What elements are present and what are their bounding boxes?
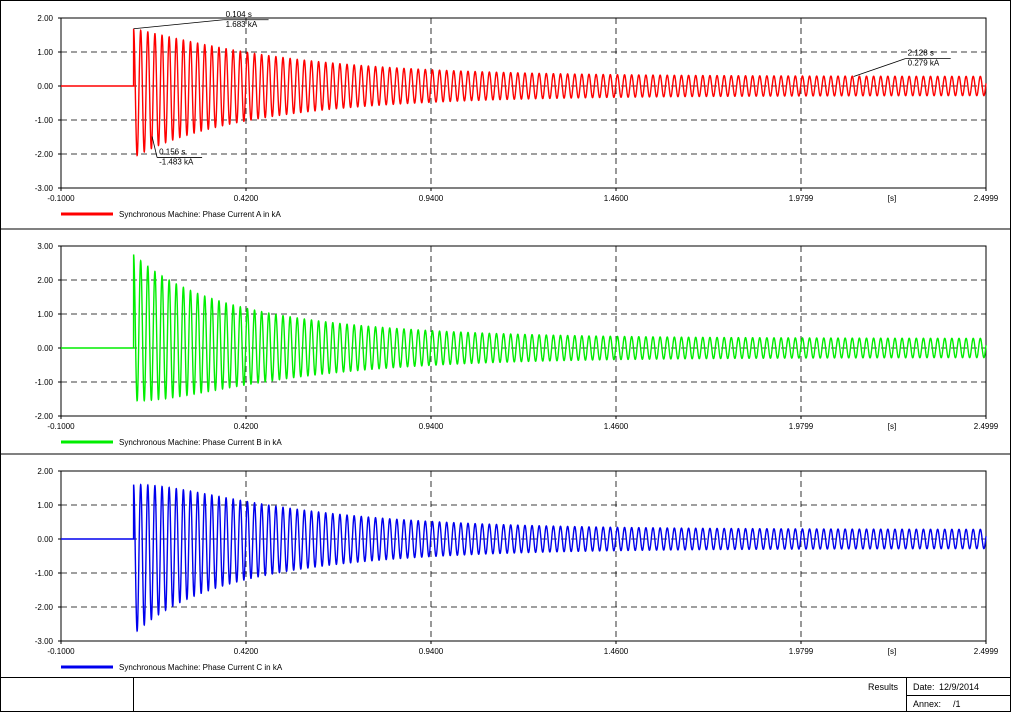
series-line: [61, 28, 987, 157]
x-tick-label: 0.4200: [234, 422, 259, 431]
annotation-leader: [853, 58, 906, 77]
y-tick-label: 0.00: [37, 535, 53, 544]
x-tick-label: 0.9400: [419, 422, 444, 431]
annex-label: Annex:: [913, 699, 942, 709]
y-tick-label: 0.00: [37, 82, 53, 91]
annotation-value: 1.683 kA: [226, 20, 258, 29]
x-tick-label: 1.9799: [789, 647, 814, 656]
y-tick-label: 2.00: [37, 276, 53, 285]
annex-value: /1: [953, 699, 961, 709]
x-unit-label: [s]: [888, 194, 896, 203]
x-tick-label: 2.4999: [974, 647, 999, 656]
y-tick-label: -1.00: [35, 378, 54, 387]
footer-divider-middle: [906, 695, 1010, 696]
x-tick-label: 2.4999: [974, 422, 999, 431]
x-unit-label: [s]: [888, 422, 896, 431]
x-tick-label: 1.9799: [789, 194, 814, 203]
y-tick-label: -1.00: [35, 569, 54, 578]
y-tick-label: -2.00: [35, 412, 54, 421]
plot-area: [60, 17, 987, 189]
y-tick-label: 1.00: [37, 48, 53, 57]
footer-block: [1, 677, 1010, 712]
y-tick-label: -2.00: [35, 150, 54, 159]
x-tick-label: -0.1000: [47, 194, 75, 203]
date-label: Date:: [913, 682, 935, 692]
legend-label: Synchronous Machine: Phase Current A in …: [119, 210, 282, 219]
date-value: 12/9/2014: [939, 682, 980, 692]
x-tick-label: -0.1000: [47, 647, 75, 656]
x-tick-label: 0.9400: [419, 647, 444, 656]
series-line: [61, 483, 987, 633]
x-tick-label: 2.4999: [974, 194, 999, 203]
legend-label: Synchronous Machine: Phase Current B in …: [119, 438, 282, 447]
x-tick-label: 1.9799: [789, 422, 814, 431]
y-tick-label: 2.00: [37, 14, 53, 23]
chart-panel-2: 3.00 2.00 1.00 0.00 -1.00 -2.00-0.1000 0.4200 0…: [1, 228, 1010, 447]
annotation-value: -1.483 kA: [159, 157, 194, 166]
x-tick-label: 1.4600: [604, 422, 629, 431]
x-tick-label: 1.4600: [604, 194, 629, 203]
y-tick-label: -3.00: [35, 637, 54, 646]
plot-area: [60, 245, 987, 417]
y-tick-label: -1.00: [35, 116, 54, 125]
y-tick-label: 1.00: [37, 310, 53, 319]
x-tick-label: 0.9400: [419, 194, 444, 203]
y-tick-label: -3.00: [35, 184, 54, 193]
x-tick-label: 0.4200: [234, 647, 259, 656]
y-tick-label: 1.00: [37, 501, 53, 510]
y-tick-label: -2.00: [35, 603, 54, 612]
legend-label: Synchronous Machine: Phase Current C in …: [119, 663, 283, 672]
x-tick-label: -0.1000: [47, 422, 75, 431]
x-unit-label: [s]: [888, 647, 896, 656]
plot-area: [60, 470, 987, 642]
annotation-time: 0.104 s: [226, 10, 252, 19]
y-tick-label: 0.00: [37, 344, 53, 353]
annotation-leader: [133, 19, 224, 30]
annotation-time: 0.156 s: [159, 147, 185, 156]
annotation-value: 0.279 kA: [908, 59, 940, 68]
x-tick-label: 1.4600: [604, 647, 629, 656]
phase-current-plots: 2.001.000.00-1.00-2.00-3.00-0.1000 0.4200…: [1, 10, 1010, 672]
y-tick-label: 3.00: [37, 242, 53, 251]
y-tick-label: 2.00: [37, 467, 53, 476]
chart-panel-3: 2.00 1.00 0.00 -1.00 -2.00 -3.00-0.1000 0.4200…: [1, 453, 1010, 672]
chart-panel-1: 2.00 1.00 0.00 -1.00 -2.00 -3.00-0.1000 0.4200…: [35, 10, 999, 219]
series-line: [61, 254, 987, 403]
annotation-leader: [151, 136, 158, 158]
annotation-time: 2.128 s: [908, 49, 934, 58]
x-tick-label: 0.4200: [234, 194, 259, 203]
footer-divider-left: [133, 678, 134, 712]
results-label: Results: [868, 682, 899, 692]
